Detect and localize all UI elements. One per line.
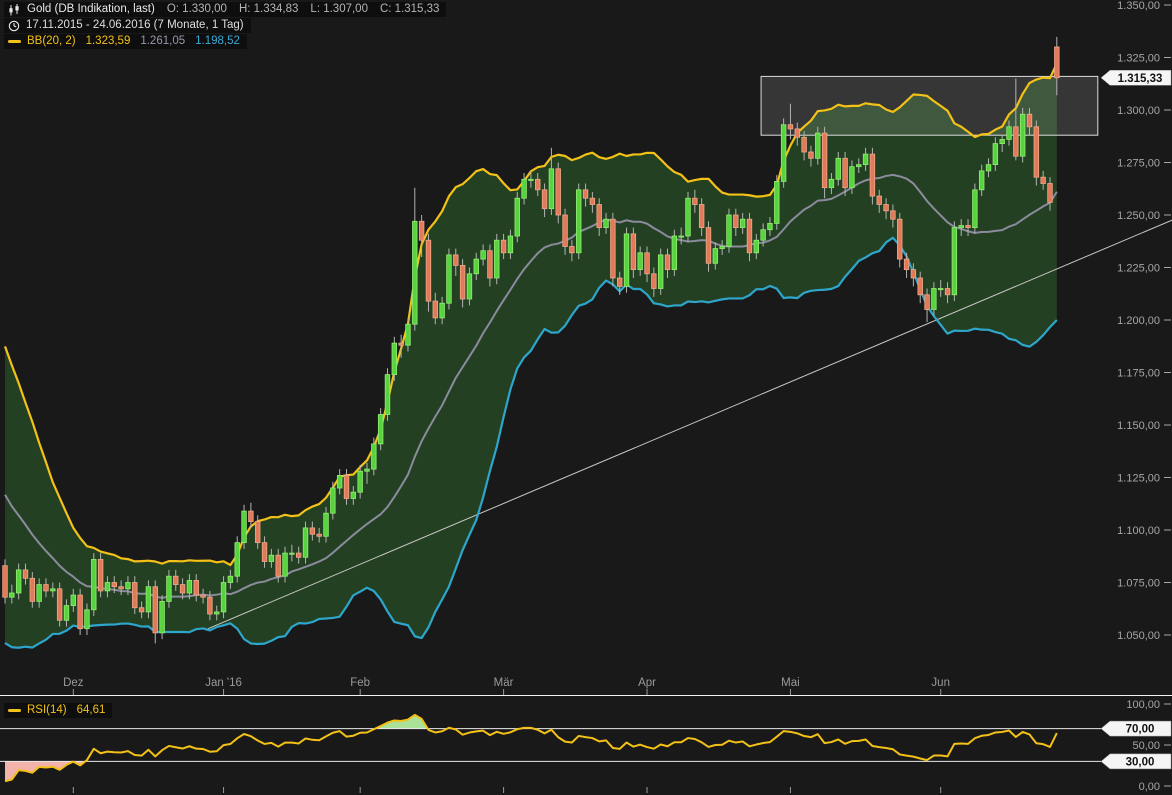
svg-text:1.350,00: 1.350,00 [1117,0,1160,12]
rsi-threshold-tag: 70,00 [1100,720,1172,737]
svg-text:100,00: 100,00 [1126,699,1160,711]
x-axis: Dez Jan '16 Feb Mär Apr Mai Jun [0,677,1172,793]
candles [2,36,1060,644]
svg-text:1.175,00: 1.175,00 [1117,368,1160,380]
candlestick-icon [9,3,19,15]
svg-text:50,00: 50,00 [1132,740,1160,752]
svg-text:1.075,00: 1.075,00 [1117,578,1160,590]
svg-text:70,00: 70,00 [1126,724,1155,736]
symbol-name: Gold (DB Indikation, last) [27,3,155,15]
svg-text:1.150,00: 1.150,00 [1117,420,1160,432]
svg-text:1.225,00: 1.225,00 [1117,263,1160,275]
resistance-box [760,75,1099,136]
svg-text:0,00: 0,00 [1139,781,1160,793]
bollinger-fill [5,63,1057,648]
svg-text:Dez: Dez [63,677,84,689]
main-pane [2,36,1172,649]
svg-text:1.200,00: 1.200,00 [1117,315,1160,327]
svg-text:1.275,00: 1.275,00 [1117,158,1160,170]
chart-legend: Gold (DB Indikation, last) O: 1.330,00 H… [4,2,447,49]
svg-text:Jun: Jun [931,677,950,689]
legend-bb-row[interactable]: BB(20, 2) 1.323,59 1.261,05 1.198,52 [4,34,247,49]
bb-label: BB(20, 2) [27,35,76,47]
bb-dash-icon [8,39,21,44]
svg-text:Feb: Feb [350,677,370,689]
rsi-value: 64,61 [76,704,106,716]
legend-daterange-row[interactable]: 17.11.2015 - 24.06.2016 (7 Monate, 1 Tag… [4,18,251,33]
rsi-label: RSI(14) [27,704,67,716]
bollinger-lower-band [4,236,1058,649]
svg-text:1.100,00: 1.100,00 [1117,525,1160,537]
svg-text:1.315,33: 1.315,33 [1118,73,1163,85]
ohlc-high: H: 1.334,83 [238,3,299,15]
svg-text:1.125,00: 1.125,00 [1117,473,1160,485]
price-axis: 1.350,00 1.325,00 1.300,00 1.275,00 1.250,00… [1100,0,1172,642]
svg-text:Apr: Apr [638,677,656,689]
rsi-pane [0,713,1101,783]
svg-text:Mai: Mai [781,677,800,689]
rsi-line [4,713,1058,783]
ohlc-open: O: 1.330,00 [166,3,227,15]
svg-text:1.250,00: 1.250,00 [1117,210,1160,222]
svg-text:1.050,00: 1.050,00 [1117,630,1160,642]
ohlc-low: L: 1.307,00 [310,3,368,15]
svg-text:Mär: Mär [494,677,514,689]
rsi-threshold-tag: 30,00 [1100,753,1172,770]
trendline [204,219,1172,631]
bb-middle-value: 1.261,05 [140,35,186,47]
ohlc-close: C: 1.315,33 [379,3,440,15]
last-price-tag: 1.315,33 [1100,70,1172,86]
date-range: 17.11.2015 - 24.06.2016 (7 Monate, 1 Tag… [26,19,244,31]
bb-lower-value: 1.198,52 [195,35,240,47]
bb-upper-value: 1.323,59 [85,35,131,47]
svg-text:30,00: 30,00 [1126,756,1155,768]
rsi-oversold-fill [5,761,86,782]
rsi-axis: 100,00 50,00 0,00 70,00 30,00 [1100,699,1172,793]
bollinger-middle-band [4,173,1058,599]
svg-text:Jan '16: Jan '16 [205,677,242,689]
svg-text:1.300,00: 1.300,00 [1117,105,1160,117]
clock-icon [8,20,20,31]
svg-text:1.325,00: 1.325,00 [1117,53,1160,65]
rsi-dash-icon [8,708,21,713]
legend-rsi-row[interactable]: RSI(14) 64,61 [4,703,113,718]
legend-symbol-row[interactable]: Gold (DB Indikation, last) O: 1.330,00 H… [4,2,447,17]
